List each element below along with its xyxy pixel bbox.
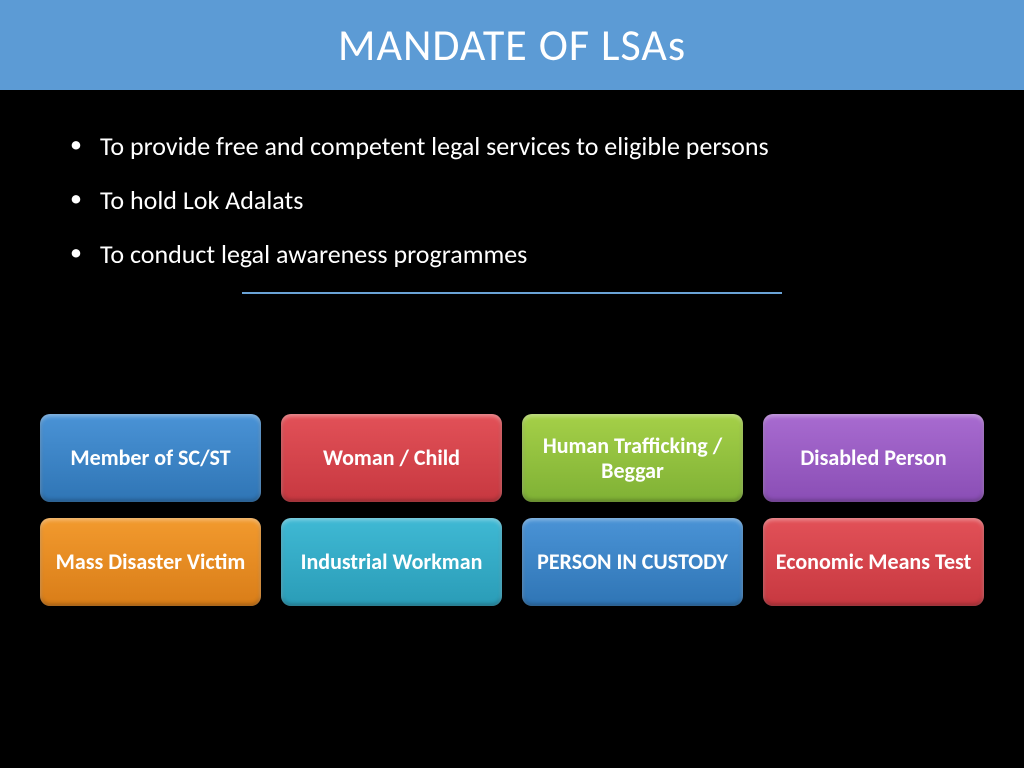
tile-label: Human Trafficking / Beggar xyxy=(530,433,735,484)
tile-label: Industrial Workman xyxy=(301,549,483,574)
content-area: To provide free and competent legal serv… xyxy=(0,90,1024,294)
tile-label: Member of SC/ST xyxy=(70,445,230,470)
bullet-item: To conduct legal awareness programmes xyxy=(60,238,964,270)
tile-disabled: Disabled Person xyxy=(763,414,984,502)
bullet-item: To provide free and competent legal serv… xyxy=(60,130,964,162)
bullet-item: To hold Lok Adalats xyxy=(60,184,964,216)
header-bar: MANDATE OF LSAs xyxy=(0,0,1024,90)
divider-line xyxy=(242,292,782,294)
tile-grid: Member of SC/ST Woman / Child Human Traf… xyxy=(0,414,1024,606)
tile-workman: Industrial Workman xyxy=(281,518,502,606)
tile-label: PERSON IN CUSTODY xyxy=(537,549,728,574)
tile-member-scst: Member of SC/ST xyxy=(40,414,261,502)
tile-means-test: Economic Means Test xyxy=(763,518,984,606)
tile-label: Disabled Person xyxy=(800,445,946,470)
tile-label: Woman / Child xyxy=(323,445,460,470)
tile-label: Economic Means Test xyxy=(776,549,971,574)
tile-woman-child: Woman / Child xyxy=(281,414,502,502)
bullet-list: To provide free and competent legal serv… xyxy=(60,130,964,270)
page-title: MANDATE OF LSAs xyxy=(0,18,1024,72)
tile-trafficking: Human Trafficking / Beggar xyxy=(522,414,743,502)
tile-custody: PERSON IN CUSTODY xyxy=(522,518,743,606)
tile-label: Mass Disaster Victim xyxy=(56,549,246,574)
tile-disaster: Mass Disaster Victim xyxy=(40,518,261,606)
